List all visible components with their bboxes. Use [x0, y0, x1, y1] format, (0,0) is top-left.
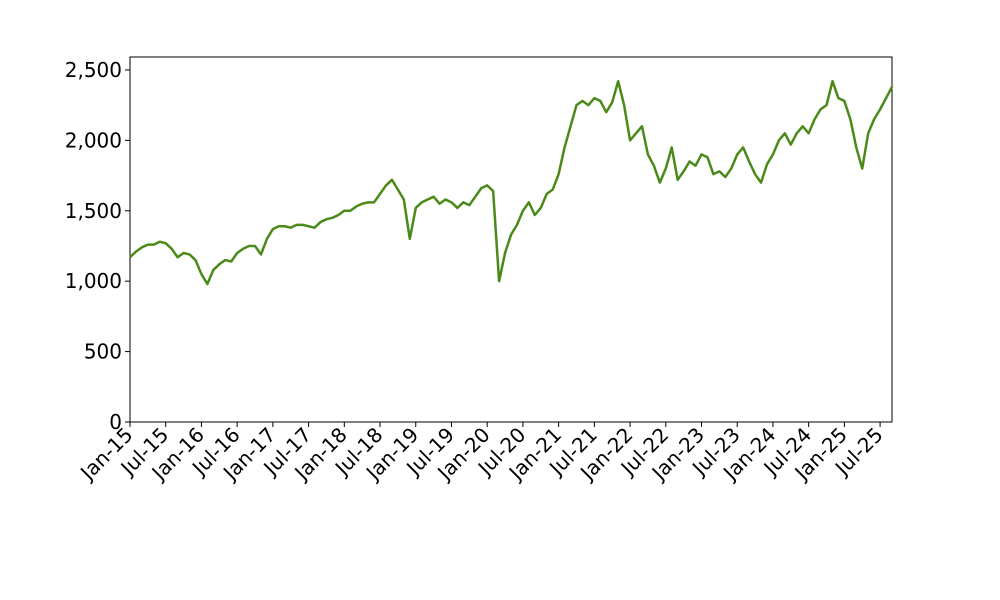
y-tick-label: 1,000: [65, 269, 122, 293]
plot-frame: [129, 56, 893, 423]
line: [129, 79, 894, 286]
y-tick-label: 2,000: [65, 128, 122, 152]
y-tick-label: 1,500: [65, 199, 122, 223]
y-tick-label: 0: [109, 410, 122, 434]
y-tick-label: 500: [84, 340, 122, 364]
y-tick-label: 2,500: [65, 58, 122, 82]
